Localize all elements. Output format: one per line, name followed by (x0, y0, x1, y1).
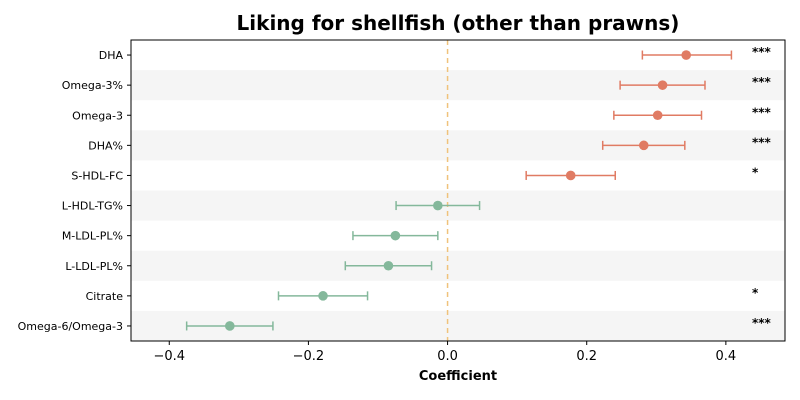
coefficient-point (681, 50, 692, 60)
significance-label: *** (752, 316, 772, 330)
category-label: DHA% (88, 139, 123, 152)
coefficient-point (383, 260, 394, 271)
category-label: DHA (99, 49, 124, 62)
data-marks (185, 50, 733, 331)
x-axis-label: Coefficient (419, 369, 497, 384)
category-label: Omega-6/Omega-3 (18, 320, 123, 333)
significance-label: *** (752, 135, 772, 149)
coefficient-point (224, 321, 235, 331)
significance-labels: ***************** (752, 45, 772, 330)
coefficient-point (657, 80, 668, 90)
category-labels: DHA Omega-3% Omega-3 DHA% S-HDL-FC L-HDL-TG% M… (18, 49, 131, 333)
category-label: Omega-3 (72, 109, 123, 122)
x-tick-label: 0.4 (716, 349, 737, 364)
category-label: L-LDL-PL% (65, 260, 123, 273)
coefficient-point (565, 170, 576, 181)
significance-label: *** (752, 105, 772, 119)
category-label: Omega-3% (62, 79, 123, 92)
category-label: Citrate (86, 290, 124, 303)
x-tick-label: −0.2 (293, 349, 325, 364)
coefficient-point (638, 140, 649, 151)
x-axis: −0.4 −0.2 0.0 0.2 0.4 (153, 341, 736, 364)
significance-label: *** (752, 75, 772, 89)
row-band (131, 130, 785, 161)
coefficient-point (433, 200, 443, 211)
coefficient-point (652, 110, 663, 121)
significance-label: *** (752, 45, 772, 59)
category-label: M-LDL-PL% (62, 230, 123, 243)
significance-label: * (752, 286, 759, 300)
category-label: S-HDL-FC (71, 169, 123, 182)
plot-frame (130, 39, 786, 342)
coefficient-point (318, 291, 328, 301)
x-tick-label: 0.0 (437, 349, 458, 364)
category-label: L-HDL-TG% (62, 200, 123, 213)
coefficient-point (390, 230, 401, 241)
chart-title: Liking for shellfish (other than prawns) (237, 11, 680, 35)
x-tick-label: −0.4 (153, 349, 185, 364)
significance-label: * (752, 165, 759, 179)
row-band (131, 250, 785, 281)
x-tick-label: 0.2 (576, 349, 597, 364)
